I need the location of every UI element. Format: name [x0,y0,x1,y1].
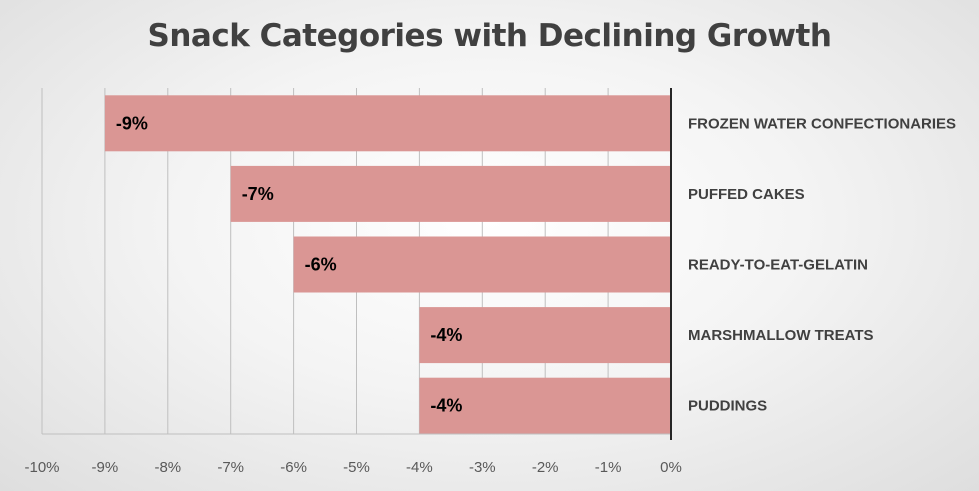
category-label: FROZEN WATER CONFECTIONARIES [688,115,956,132]
axes [42,88,672,440]
x-tick-label: -3% [469,459,496,476]
x-tick-label: -2% [532,459,559,476]
data-label: -9% [116,113,148,133]
bar [419,377,671,434]
bar [293,236,671,293]
labels: -10% -9% -8% -7% -6% -5% -4% -3% -2% -1% 0% -9% FROZ… [24,113,956,476]
chart-title: Snack Categories with Declining Growth [147,18,832,54]
x-tick-label: -4% [406,459,433,476]
x-tick-label: -1% [595,459,622,476]
category-label: MARSHMALLOW TREATS [688,327,874,344]
bars [104,95,671,434]
data-label: -6% [305,255,337,275]
category-label: PUFFED CAKES [688,186,805,203]
x-tick-label: -7% [217,459,244,476]
x-tick-label: -9% [92,459,119,476]
bar [230,165,671,222]
data-label: -4% [430,396,462,416]
data-label: -7% [242,184,274,204]
x-tick-label: -8% [154,459,181,476]
x-tick-label: -6% [280,459,307,476]
x-tick-label: 0% [660,459,682,476]
bar [104,95,671,152]
category-label: READY-TO-EAT-GELATIN [688,257,868,274]
data-label: -4% [430,325,462,345]
bar [419,307,671,364]
category-label: PUDDINGS [688,398,767,415]
x-tick-label: -10% [24,459,59,476]
x-tick-label: -5% [343,459,370,476]
